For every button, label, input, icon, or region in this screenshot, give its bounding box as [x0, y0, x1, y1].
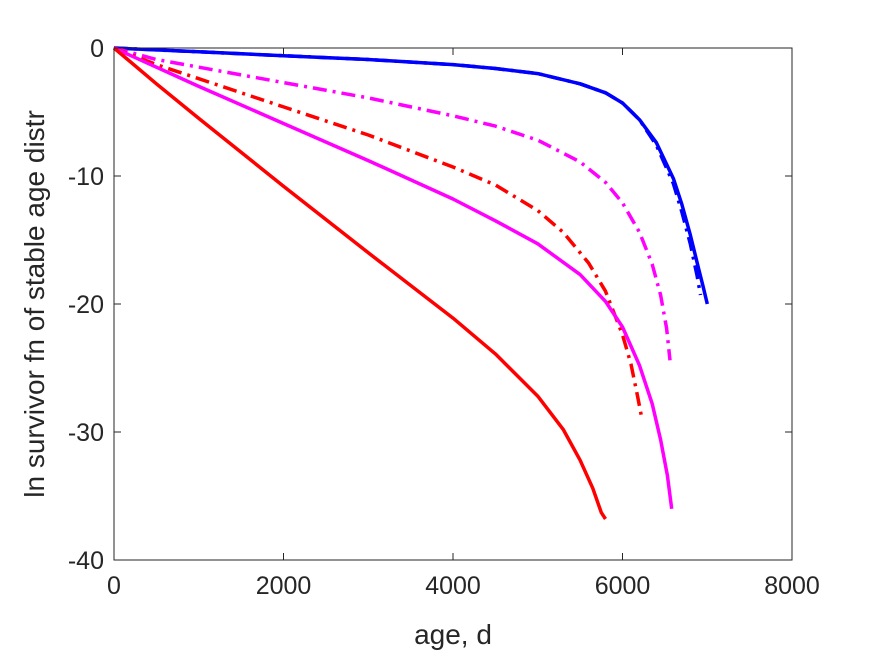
y-tick-label: -30	[68, 419, 104, 447]
x-ticks: 0 2000 4000 6000 8000	[107, 48, 820, 600]
series-line-4	[113, 46, 644, 420]
y-ticks: 0 -10 -20 -30 -40	[68, 35, 792, 575]
series-layer	[112, 46, 710, 520]
y-tick-label: -20	[68, 291, 104, 319]
y-tick-label: -40	[68, 547, 104, 575]
x-tick-label: 0	[107, 572, 121, 600]
x-axis-label: age, d	[414, 619, 492, 650]
series-line-2	[113, 46, 703, 296]
series-line-3	[113, 46, 672, 361]
x-tick-label: 2000	[256, 572, 312, 600]
y-axis-label: ln survivor fn of stable age distr	[19, 110, 50, 498]
series-line-5	[113, 46, 674, 510]
y-tick-label: -10	[68, 163, 104, 191]
x-tick-label: 8000	[764, 572, 820, 600]
x-tick-label: 6000	[595, 572, 651, 600]
series-line-6	[112, 46, 607, 520]
x-tick-label: 4000	[425, 572, 481, 600]
axes-box	[113, 47, 793, 561]
y-tick-label: 0	[90, 35, 104, 63]
